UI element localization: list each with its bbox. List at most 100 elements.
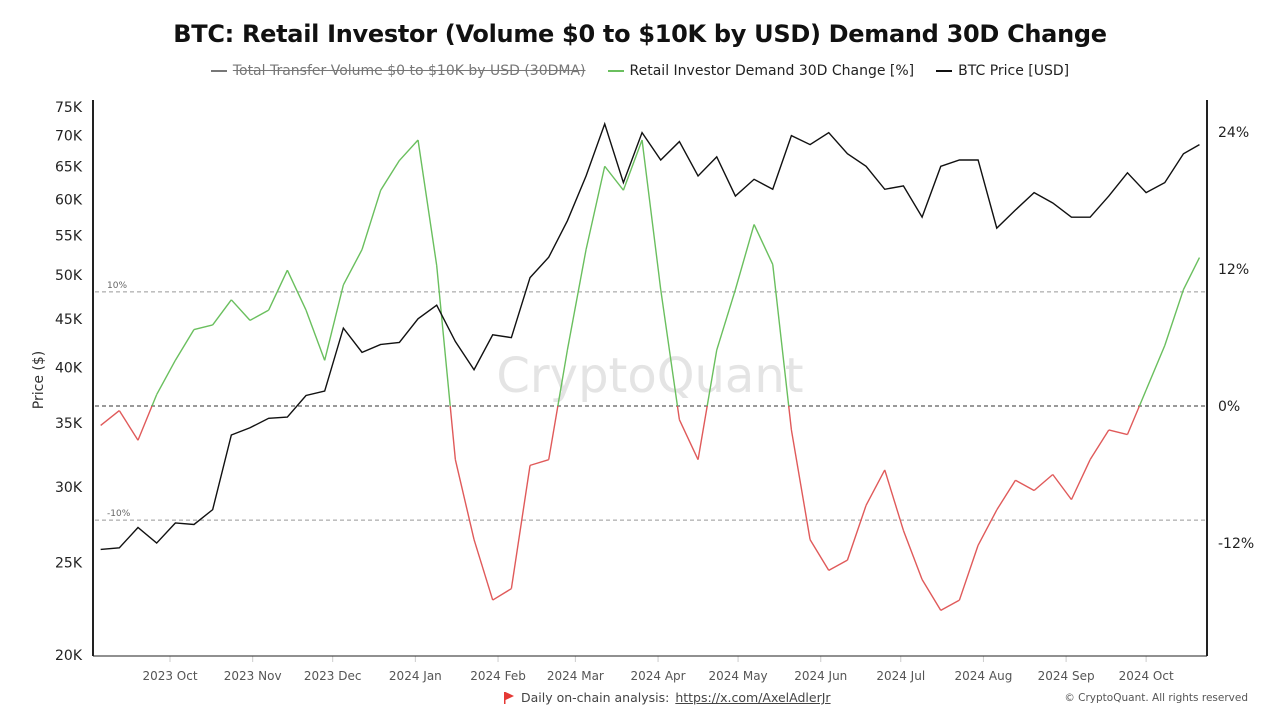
demand-line-segment bbox=[753, 224, 774, 265]
demand-line-segment bbox=[510, 465, 531, 589]
demand-line-segment bbox=[548, 405, 559, 460]
chart-title: BTC: Retail Investor (Volume $0 to $10K … bbox=[173, 20, 1107, 48]
demand-line-segment bbox=[417, 139, 438, 266]
demand-line-segment bbox=[884, 469, 905, 531]
right-tick-label: 12% bbox=[1218, 262, 1249, 278]
demand-line-segment bbox=[454, 459, 475, 540]
legend-swatch bbox=[936, 70, 953, 72]
demand-line-segment bbox=[996, 479, 1017, 511]
footer: Daily on-chain analysis: https://x.com/A… bbox=[503, 690, 831, 705]
demand-line-segment bbox=[398, 139, 419, 162]
legend-item-btc-price[interactable]: BTC Price [USD] bbox=[936, 63, 1069, 79]
demand-line-segment bbox=[977, 509, 998, 546]
demand-line-segment bbox=[193, 324, 213, 331]
demand-line-segment bbox=[585, 166, 606, 250]
reference-line-label: 10% bbox=[107, 281, 127, 291]
demand-line-segment bbox=[788, 405, 793, 431]
demand-line-segment bbox=[678, 419, 699, 460]
x-tick-label: 2024 Mar bbox=[547, 669, 604, 683]
demand-line-segment bbox=[249, 309, 270, 321]
demand-line-segment bbox=[1052, 474, 1073, 501]
left-tick-label: 50K bbox=[55, 268, 83, 284]
right-tick-label: 0% bbox=[1218, 399, 1240, 415]
legend-item-transfer-volume[interactable]: Total Transfer Volume $0 to $10K by USD … bbox=[210, 63, 586, 79]
x-tick-label: 2024 Apr bbox=[630, 669, 685, 683]
demand-line-segment bbox=[734, 224, 755, 290]
demand-line-segment bbox=[557, 349, 569, 407]
left-tick-label: 35K bbox=[55, 416, 83, 432]
demand-line-segment bbox=[566, 249, 587, 351]
demand-line-segment bbox=[604, 165, 624, 191]
y-axis-label: Price ($) bbox=[31, 351, 47, 409]
right-tick-label: 24% bbox=[1218, 125, 1249, 141]
left-tick-label: 65K bbox=[55, 159, 83, 175]
demand-line-segment bbox=[676, 405, 681, 420]
demand-line-segment bbox=[902, 530, 923, 580]
demand-line-segment bbox=[809, 539, 830, 571]
footer-text: Daily on-chain analysis: bbox=[521, 690, 670, 705]
legend-swatch bbox=[607, 70, 624, 72]
demand-line-segment bbox=[529, 458, 549, 467]
demand-line-segment bbox=[342, 249, 363, 286]
legend: Total Transfer Volume $0 to $10K by USD … bbox=[0, 63, 1280, 79]
demand-line-segment bbox=[151, 394, 158, 407]
demand-line-segment bbox=[118, 410, 139, 441]
demand-line-segment bbox=[286, 269, 307, 311]
demand-line-segment bbox=[697, 405, 708, 460]
demand-line-segment bbox=[305, 309, 326, 361]
left-tick-label: 60K bbox=[55, 193, 83, 209]
left-tick-label: 75K bbox=[55, 100, 83, 116]
demand-line-segment bbox=[156, 359, 176, 395]
demand-line-segment bbox=[921, 579, 942, 611]
demand-line-segment bbox=[212, 299, 232, 326]
demand-line-segment bbox=[1070, 459, 1091, 500]
x-tick-label: 2023 Oct bbox=[142, 669, 197, 683]
watermark: CryptoQuant bbox=[496, 348, 803, 404]
demand-line-segment bbox=[361, 190, 382, 250]
demand-line-segment bbox=[1108, 429, 1128, 436]
demand-line-segment bbox=[1145, 345, 1166, 391]
left-tick-label: 70K bbox=[55, 129, 83, 145]
demand-line-segment bbox=[100, 410, 120, 426]
left-tick-label: 30K bbox=[55, 480, 83, 496]
left-tick-label: 25K bbox=[55, 555, 83, 571]
x-tick-label: 2024 Jan bbox=[389, 669, 442, 683]
demand-line-segment bbox=[772, 264, 790, 407]
demand-line-segment bbox=[492, 588, 512, 601]
demand-line-segment bbox=[940, 599, 960, 611]
demand-line-segment bbox=[1164, 289, 1185, 346]
left-tick-label: 20K bbox=[55, 648, 83, 664]
x-tick-label: 2024 Feb bbox=[470, 669, 526, 683]
demand-line-segment bbox=[790, 429, 811, 540]
left-tick-label: 40K bbox=[55, 361, 83, 377]
btc-price-line bbox=[100, 121, 1200, 551]
x-tick-label: 2024 Jun bbox=[794, 669, 847, 683]
footer-link[interactable]: https://x.com/AxelAdlerJr bbox=[675, 690, 831, 705]
demand-line-segment bbox=[706, 349, 718, 407]
demand-line-segment bbox=[449, 405, 457, 460]
legend-label: Total Transfer Volume $0 to $10K by USD … bbox=[232, 63, 586, 79]
copyright: © CryptoQuant. All rights reserved bbox=[1064, 692, 1248, 704]
red-flag-icon bbox=[504, 691, 514, 704]
demand-line-segment bbox=[958, 545, 979, 601]
demand-line-segment bbox=[137, 405, 153, 441]
legend-label: BTC Price [USD] bbox=[958, 63, 1070, 79]
demand-line-segment bbox=[1126, 405, 1141, 435]
demand-line-segment bbox=[641, 139, 662, 290]
right-tick-label: -12% bbox=[1218, 536, 1254, 552]
left-tick-label: 45K bbox=[55, 312, 83, 328]
demand-line-segment bbox=[1138, 389, 1147, 407]
demand-line-segment bbox=[1182, 257, 1201, 290]
demand-line-segment bbox=[660, 289, 679, 407]
x-tick-label: 2024 May bbox=[708, 669, 767, 683]
demand-line-segment bbox=[1089, 429, 1110, 461]
demand-line-segment bbox=[324, 284, 345, 361]
demand-line-segment bbox=[436, 265, 451, 407]
demand-line-segment bbox=[268, 269, 288, 311]
legend-item-retail-demand[interactable]: Retail Investor Demand 30D Change [%] bbox=[607, 63, 915, 79]
legend-label: Retail Investor Demand 30D Change [%] bbox=[629, 63, 915, 79]
demand-line-segment bbox=[846, 505, 867, 561]
demand-line-segment bbox=[380, 160, 400, 191]
x-tick-label: 2024 Oct bbox=[1119, 669, 1174, 683]
